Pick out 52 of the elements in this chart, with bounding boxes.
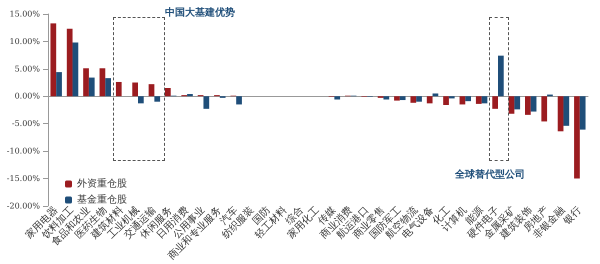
y-tick-label: -10.00% xyxy=(6,146,40,156)
bar xyxy=(56,72,62,96)
bar xyxy=(563,96,570,126)
y-tick-label: -5.00% xyxy=(12,119,40,128)
bar xyxy=(492,96,498,109)
y-tick-label: 10.00% xyxy=(9,36,40,46)
legend-label: 外资重仓股 xyxy=(77,178,127,190)
bar xyxy=(203,96,210,109)
bar xyxy=(416,96,422,102)
bar xyxy=(460,96,466,104)
bar xyxy=(100,68,106,96)
bar xyxy=(432,93,438,96)
legend-label: 基金重仓股 xyxy=(77,194,127,206)
bar xyxy=(558,96,564,132)
annotation: 全球替代型公司 xyxy=(454,168,525,180)
bar xyxy=(88,78,95,96)
bar xyxy=(154,96,160,102)
bar xyxy=(165,88,171,96)
bar xyxy=(410,96,416,103)
bar xyxy=(383,96,390,100)
bar xyxy=(132,82,138,96)
y-tick-label: 0.00% xyxy=(14,92,40,101)
annotation: 中国大基建优势 xyxy=(165,6,235,18)
y-tick-label: 15.00% xyxy=(9,10,40,18)
bar xyxy=(482,96,488,104)
bar xyxy=(465,96,471,102)
bar xyxy=(525,96,531,115)
bar xyxy=(394,96,400,101)
bar xyxy=(508,96,514,114)
bar xyxy=(66,28,73,96)
bar xyxy=(236,96,242,104)
y-tick-label: -15.00% xyxy=(6,174,40,183)
bar xyxy=(574,96,580,178)
bar xyxy=(580,96,586,130)
bar xyxy=(476,96,482,104)
bar xyxy=(400,96,406,100)
bar xyxy=(426,96,433,104)
bar xyxy=(148,84,154,96)
bar xyxy=(514,96,520,110)
bar xyxy=(72,42,78,96)
bar xyxy=(105,78,111,96)
bar xyxy=(498,56,504,96)
bar xyxy=(138,96,144,104)
bar xyxy=(530,96,536,112)
bar xyxy=(116,82,122,96)
bar xyxy=(83,68,89,96)
bar xyxy=(541,96,548,122)
y-tick-label: -20.00% xyxy=(6,201,40,210)
y-tick-label: 5.00% xyxy=(14,64,40,74)
bar xyxy=(443,96,449,105)
bar xyxy=(50,23,56,96)
bar xyxy=(334,96,340,100)
